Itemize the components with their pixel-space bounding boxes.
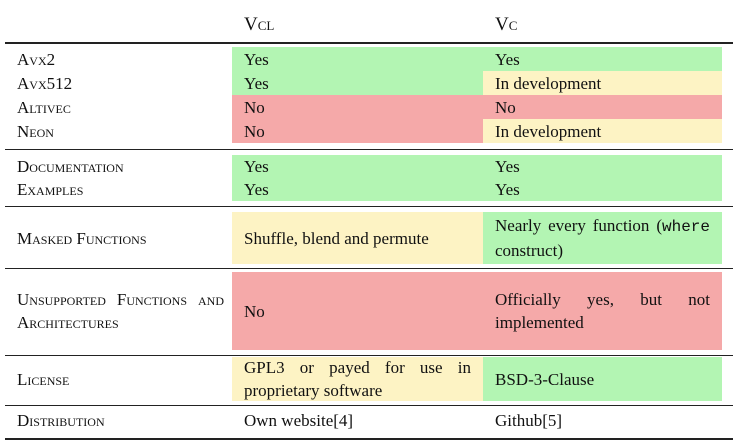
cell: Yes: [232, 178, 483, 201]
row-label-text: Avx2: [17, 49, 56, 69]
row-label: Altivec: [5, 95, 232, 119]
cell-text: In development: [495, 73, 602, 93]
cell-text: No: [495, 97, 516, 117]
row-label-text: Documentation: [17, 157, 124, 176]
cell-text: Own website[4]: [244, 410, 354, 430]
row-label-text: License: [17, 369, 70, 389]
cell-text: In development: [495, 121, 602, 141]
cell: Github[5]: [483, 407, 722, 433]
cell: Yes: [232, 71, 483, 95]
cell: No: [232, 272, 483, 350]
row-label: License: [5, 357, 232, 401]
cell: Own website[4]: [232, 407, 483, 433]
cell: Yes: [483, 47, 722, 71]
cell: Shuffle, blend and permute: [232, 212, 483, 264]
row-label-text: Altivec: [17, 97, 71, 117]
cell-text: Nearly every function (where construct): [495, 214, 710, 262]
cell-text: Yes: [244, 73, 269, 93]
row-label: Masked Functions: [5, 212, 232, 264]
column-header: Vcl: [244, 14, 275, 35]
cell: BSD-3-Clause: [483, 357, 722, 401]
text-part: construct): [495, 241, 563, 260]
rule: [5, 355, 733, 356]
rule: [5, 149, 733, 150]
row-label-text: Unsupported Functions and Architectures: [17, 290, 224, 332]
row-label: Examples: [5, 178, 232, 201]
cell-text: Yes: [244, 180, 269, 199]
rule: [5, 268, 733, 269]
cell-text: Yes: [495, 180, 520, 199]
cell-text: Yes: [495, 157, 520, 176]
code-text: where: [661, 218, 710, 236]
row-label-text: Distribution: [17, 410, 105, 430]
cell-text: No: [244, 121, 265, 141]
row-label: Distribution: [5, 407, 232, 433]
row-label-text: Neon: [17, 121, 54, 141]
cell-text: No: [244, 301, 265, 321]
rule: [5, 42, 733, 44]
cell-text: Yes: [495, 49, 520, 69]
row-label: Avx512: [5, 71, 232, 95]
cell: GPL3 or payed for use in proprietary sof…: [232, 357, 483, 401]
cell: No: [232, 95, 483, 119]
cell-text: Officially yes, but not implemented: [495, 290, 710, 332]
rule: [5, 206, 733, 207]
cell-text: BSD-3-Clause: [495, 369, 595, 389]
cell-text: GPL3 or payed for use in proprietary sof…: [244, 358, 471, 400]
cell-text: Yes: [244, 49, 269, 69]
cell-text: No: [244, 97, 265, 117]
cell: No: [232, 119, 483, 143]
column-header: Vc: [495, 14, 518, 35]
row-label: Avx2: [5, 47, 232, 71]
cell: Officially yes, but not implemented: [483, 272, 722, 350]
cell: Yes: [483, 155, 722, 178]
rule: [5, 405, 733, 406]
row-label: Unsupported Functions and Architectures: [5, 272, 232, 350]
text-part: Nearly every function (: [495, 216, 662, 235]
row-label-text: Masked Functions: [17, 228, 147, 248]
row-label: Documentation: [5, 155, 232, 178]
cell: Yes: [483, 178, 722, 201]
cell: Yes: [232, 155, 483, 178]
cell: In development: [483, 119, 722, 143]
cell: Yes: [232, 47, 483, 71]
rule: [5, 438, 733, 440]
cell: No: [483, 95, 722, 119]
cell-text: Yes: [244, 157, 269, 176]
cell: Nearly every function (where construct): [483, 212, 722, 264]
row-label-text: Avx512: [17, 73, 73, 93]
row-label-text: Examples: [17, 180, 84, 199]
cell-text: Github[5]: [495, 410, 563, 430]
cell: In development: [483, 71, 722, 95]
cell-text: Shuffle, blend and permute: [244, 228, 429, 248]
row-label: Neon: [5, 119, 232, 143]
